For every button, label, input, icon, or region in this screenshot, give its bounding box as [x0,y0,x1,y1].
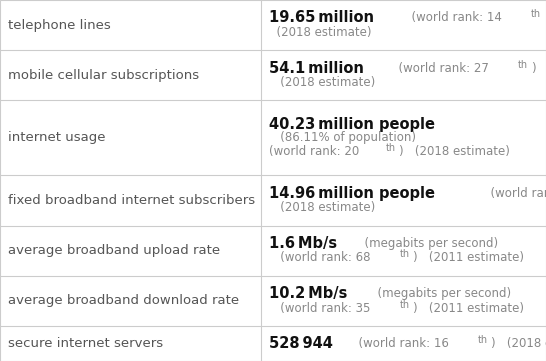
Text: (world rank: 14: (world rank: 14 [405,11,502,25]
Text: (world rank: 20: (world rank: 20 [269,145,359,158]
Text: telephone lines: telephone lines [8,18,111,31]
Text: (world rank: 35: (world rank: 35 [269,301,370,314]
Text: ): ) [531,61,536,74]
Text: (2018 estimate): (2018 estimate) [269,201,375,214]
Text: internet usage: internet usage [8,131,105,144]
Text: 1.6 Mb/s: 1.6 Mb/s [269,236,337,251]
Text: 14.96 million people: 14.96 million people [269,186,435,201]
Text: (megabits per second): (megabits per second) [370,287,511,300]
Text: (world rank: 27: (world rank: 27 [391,61,489,74]
Text: )   (2018 estimate): ) (2018 estimate) [399,145,509,158]
Text: (2018 estimate): (2018 estimate) [269,26,371,39]
Text: (megabits per second): (megabits per second) [357,237,498,250]
Text: (world rank: 13: (world rank: 13 [483,187,546,200]
Text: th: th [400,300,410,309]
Text: 54.1 million: 54.1 million [269,61,364,75]
Text: fixed broadband internet subscribers: fixed broadband internet subscribers [8,194,255,207]
Text: ): ) [544,11,546,25]
Text: secure internet servers: secure internet servers [8,337,163,350]
Text: 10.2 Mb/s: 10.2 Mb/s [269,286,347,301]
Text: mobile cellular subscriptions: mobile cellular subscriptions [8,69,199,82]
Text: th: th [385,143,395,153]
Text: th: th [518,60,528,70]
Text: average broadband download rate: average broadband download rate [8,294,239,307]
Text: (world rank: 16: (world rank: 16 [352,337,449,350]
Text: (world rank: 68: (world rank: 68 [269,251,371,264]
Text: (86.11% of population): (86.11% of population) [269,131,416,144]
Text: 528 944: 528 944 [269,336,333,351]
Text: )   (2018 estimate): ) (2018 estimate) [491,337,546,350]
Text: average broadband upload rate: average broadband upload rate [8,244,220,257]
Text: th: th [531,9,541,19]
Text: )   (2011 estimate): ) (2011 estimate) [413,301,524,314]
Text: th: th [400,249,410,260]
Text: th: th [478,335,488,345]
Text: (2018 estimate): (2018 estimate) [269,76,375,89]
Text: 40.23 million people: 40.23 million people [269,117,435,132]
Text: )   (2011 estimate): ) (2011 estimate) [413,251,524,264]
Text: 19.65 million: 19.65 million [269,10,374,25]
